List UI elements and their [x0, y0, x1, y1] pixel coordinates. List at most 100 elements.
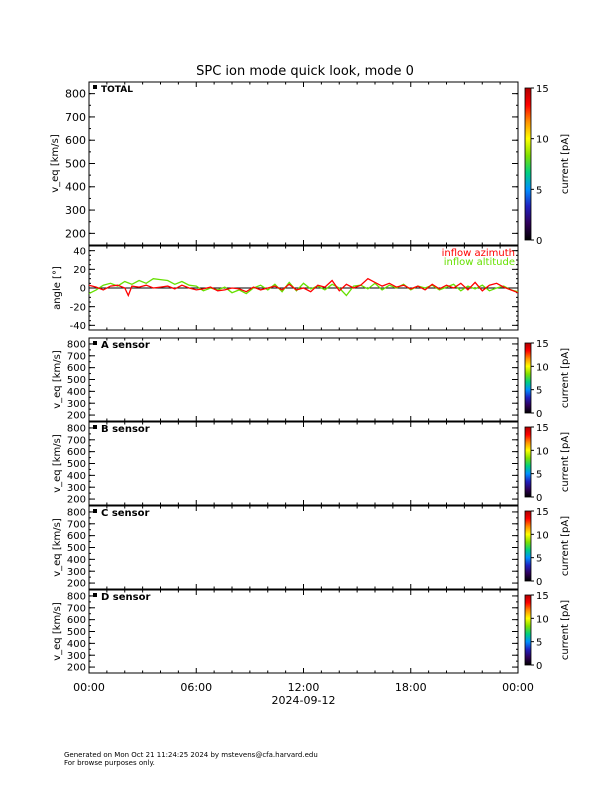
- series-line-inflow-azimuth: [88, 277, 519, 298]
- colorbar-tick-label: 15: [536, 591, 549, 602]
- colorbar-label: current [pA]: [560, 432, 571, 492]
- y-tick-label: 500: [67, 543, 86, 554]
- footer-browse-note: For browse purposes only.: [64, 759, 155, 767]
- y-tick-label: 20: [73, 265, 86, 276]
- y-tick-label: 600: [67, 363, 86, 374]
- y-tick-label: 400: [67, 471, 86, 482]
- colorbar-tick-label: 0: [536, 236, 542, 247]
- y-tick-label: 200: [67, 495, 86, 506]
- panel-frame: [88, 337, 519, 422]
- colorbar-tick-label: 0: [536, 661, 542, 672]
- y-tick-label: 40: [73, 246, 86, 257]
- colorbar-tick-label: 10: [536, 446, 549, 457]
- panel-frame: [88, 81, 519, 246]
- y-tick-label: 400: [67, 387, 86, 398]
- series-line-inflow-altitude: [88, 278, 519, 297]
- y-tick-label: 600: [67, 447, 86, 458]
- y-tick-label: 400: [67, 555, 86, 566]
- y-axis-label: v_eq [km/s]: [50, 134, 61, 193]
- x-tick-label: 00:00: [502, 681, 534, 694]
- y-tick-label: 700: [65, 111, 86, 124]
- y-tick-label: 600: [67, 531, 86, 542]
- footer-generated-line: Generated on Mon Oct 21 11:24:25 2024 by…: [64, 751, 318, 759]
- colorbar: [524, 426, 532, 498]
- panel-label: B sensor: [101, 424, 150, 435]
- panel-label: D sensor: [101, 592, 150, 603]
- panel-label-marker: [93, 593, 97, 597]
- y-axis-label: v_eq [km/s]: [52, 518, 63, 577]
- y-axis-label: angle [°]: [52, 266, 63, 310]
- x-tick-label: 06:00: [180, 681, 212, 694]
- y-tick-label: 200: [67, 663, 86, 674]
- y-tick-label: 400: [65, 181, 86, 194]
- y-tick-label: 800: [67, 592, 86, 603]
- x-tick-label: 18:00: [395, 681, 427, 694]
- colorbar-tick-label: 15: [536, 423, 549, 434]
- panel-total: 200 300 400 500 600 700 800 v_eq [km/s] TOTAL 0 5 1…: [50, 81, 571, 247]
- colorbar: [524, 87, 532, 241]
- y-tick-label: 600: [67, 615, 86, 626]
- panel-label-marker: [93, 509, 97, 513]
- x-tick-label: 00:00: [73, 681, 105, 694]
- panel-label-marker: [93, 341, 97, 345]
- y-tick-label: 700: [67, 603, 86, 614]
- colorbar-tick-label: 5: [536, 386, 542, 397]
- y-axis-label: v_eq [km/s]: [52, 350, 63, 409]
- y-axis-label: v_eq [km/s]: [52, 434, 63, 493]
- y-tick-label: 600: [65, 134, 86, 147]
- legend-inflow-altitude: inflow altitude: [444, 257, 515, 268]
- panel-angle: -40 -20 0 20 40 angle [°] inflow azimuthinflow…: [52, 245, 519, 332]
- footer: Generated on Mon Oct 21 11:24:25 2024 by…: [64, 751, 318, 767]
- y-tick-label: -20: [70, 302, 86, 313]
- panel-label-marker: [93, 85, 97, 89]
- panel-frame: [88, 589, 519, 674]
- panel-label: C sensor: [101, 508, 149, 519]
- colorbar-tick-label: 5: [536, 554, 542, 565]
- colorbar-tick-label: 10: [536, 614, 549, 625]
- y-tick-label: 200: [67, 579, 86, 590]
- y-tick-label: 500: [65, 157, 86, 170]
- y-tick-label: 300: [65, 204, 86, 217]
- y-tick-label: 800: [65, 88, 86, 101]
- colorbar-label: current [pA]: [560, 134, 571, 194]
- colorbar-label: current [pA]: [560, 516, 571, 576]
- panel-label: A sensor: [101, 340, 150, 351]
- y-tick-label: 0: [80, 284, 86, 295]
- y-tick-label: 200: [65, 227, 86, 240]
- colorbar-label: current [pA]: [560, 600, 571, 660]
- colorbar-tick-label: 0: [536, 577, 542, 588]
- y-tick-label: 300: [67, 399, 86, 410]
- y-tick-label: 400: [67, 639, 86, 650]
- colorbar-tick-label: 10: [536, 530, 549, 541]
- y-tick-label: 700: [67, 519, 86, 530]
- legend-inflow-azimuth: inflow azimuth: [442, 248, 515, 259]
- y-tick-label: 200: [67, 411, 86, 422]
- panel-frame: [88, 421, 519, 506]
- y-tick-label: 500: [67, 375, 86, 386]
- y-tick-label: 300: [67, 483, 86, 494]
- colorbar: [524, 342, 532, 414]
- colorbar-tick-label: 0: [536, 409, 542, 420]
- y-tick-label: 500: [67, 459, 86, 470]
- colorbar-tick-label: 5: [536, 185, 542, 196]
- colorbar-tick-label: 5: [536, 638, 542, 649]
- y-tick-label: -40: [70, 321, 86, 332]
- colorbar-tick-label: 15: [536, 339, 549, 350]
- y-tick-label: 800: [67, 508, 86, 519]
- y-tick-label: 800: [67, 424, 86, 435]
- colorbar-tick-label: 15: [536, 507, 549, 518]
- panel-label: TOTAL: [101, 85, 133, 95]
- colorbar: [524, 594, 532, 666]
- y-axis-label: v_eq [km/s]: [52, 602, 63, 661]
- y-tick-label: 800: [67, 340, 86, 351]
- colorbar-tick-label: 10: [536, 135, 549, 146]
- y-tick-label: 300: [67, 651, 86, 662]
- y-tick-label: 700: [67, 351, 86, 362]
- colorbar-label: current [pA]: [560, 348, 571, 408]
- colorbar-tick-label: 15: [536, 84, 549, 95]
- figure-title: SPC ion mode quick look, mode 0: [196, 64, 414, 79]
